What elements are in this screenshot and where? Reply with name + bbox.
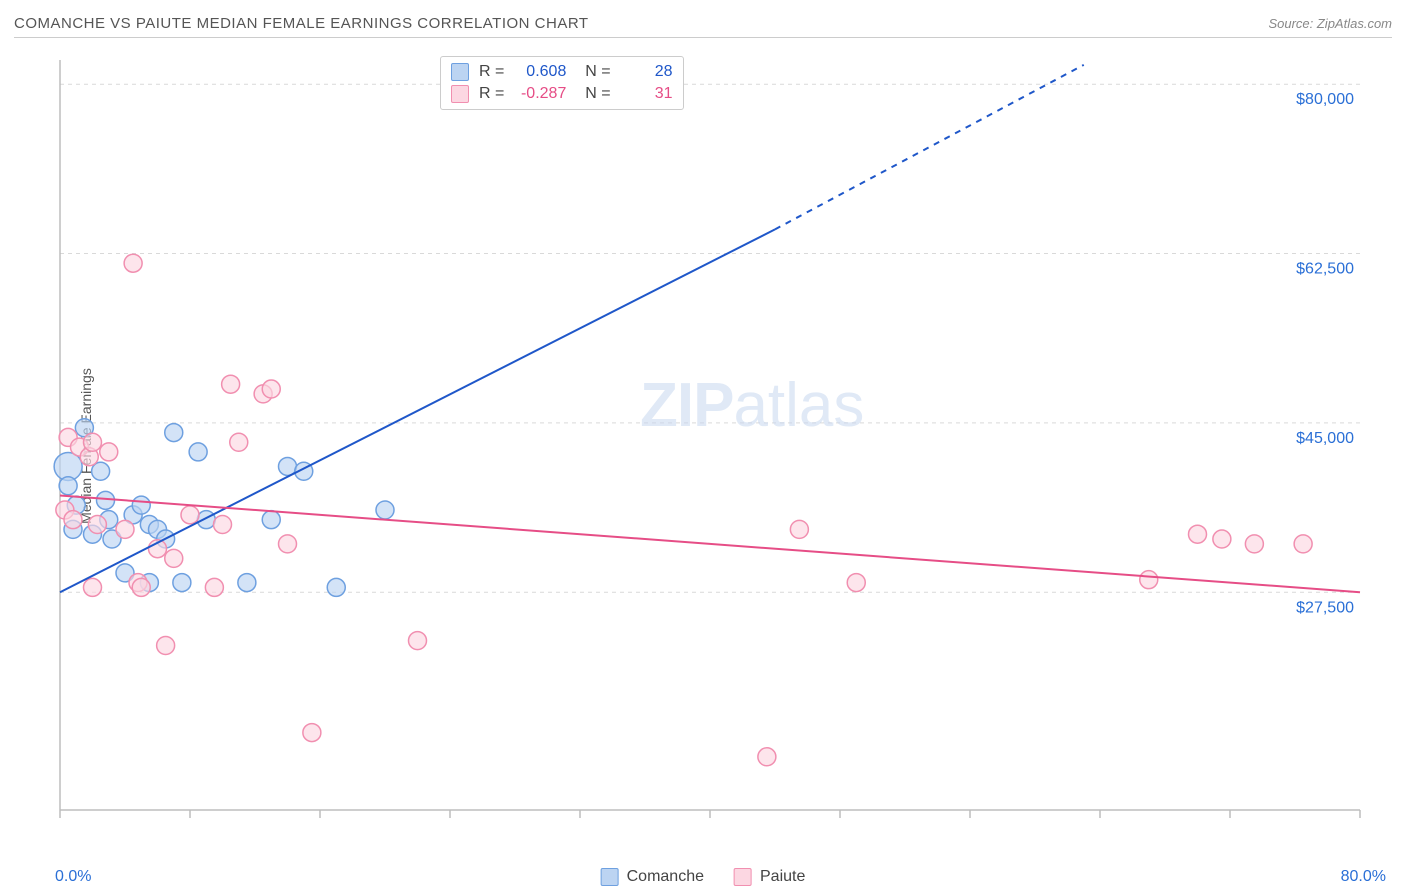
r-label: R =	[479, 85, 504, 103]
n-value-comanche: 28	[621, 63, 673, 81]
swatch-paiute	[734, 868, 752, 886]
legend-stats-row-comanche: R = 0.608 N = 28	[451, 61, 673, 83]
chart-title: COMANCHE VS PAIUTE MEDIAN FEMALE EARNING…	[14, 15, 589, 32]
swatch-comanche	[601, 868, 619, 886]
r-label: R =	[479, 63, 504, 81]
r-value-comanche: 0.608	[514, 63, 566, 81]
legend-item-paiute: Paiute	[734, 868, 805, 886]
x-axis-min: 0.0%	[55, 868, 91, 886]
swatch-paiute	[451, 85, 469, 103]
svg-text:$62,500: $62,500	[1296, 261, 1354, 278]
svg-text:$45,000: $45,000	[1296, 430, 1354, 447]
series-legend: Comanche Paiute	[601, 868, 806, 886]
legend-item-comanche: Comanche	[601, 868, 704, 886]
n-value-paiute: 31	[621, 85, 673, 103]
bottom-legend: 0.0% Comanche Paiute 80.0%	[0, 868, 1406, 886]
x-axis-max: 80.0%	[1341, 868, 1386, 886]
swatch-comanche	[451, 63, 469, 81]
title-bar: COMANCHE VS PAIUTE MEDIAN FEMALE EARNING…	[14, 10, 1392, 38]
svg-text:$80,000: $80,000	[1296, 91, 1354, 108]
scatter-chart: $80,000 $62,500 $45,000 $27,500	[50, 50, 1380, 840]
legend-label-comanche: Comanche	[627, 868, 704, 886]
chart-area: $80,000 $62,500 $45,000 $27,500	[50, 50, 1380, 840]
n-label: N =	[576, 85, 610, 103]
r-value-paiute: -0.287	[514, 85, 566, 103]
n-label: N =	[576, 63, 610, 81]
chart-container: COMANCHE VS PAIUTE MEDIAN FEMALE EARNING…	[0, 0, 1406, 892]
source-label: Source: ZipAtlas.com	[1268, 16, 1392, 31]
legend-stats: R = 0.608 N = 28 R = -0.287 N = 31	[440, 56, 684, 110]
svg-text:$27,500: $27,500	[1296, 599, 1354, 616]
legend-stats-row-paiute: R = -0.287 N = 31	[451, 83, 673, 105]
legend-label-paiute: Paiute	[760, 868, 805, 886]
